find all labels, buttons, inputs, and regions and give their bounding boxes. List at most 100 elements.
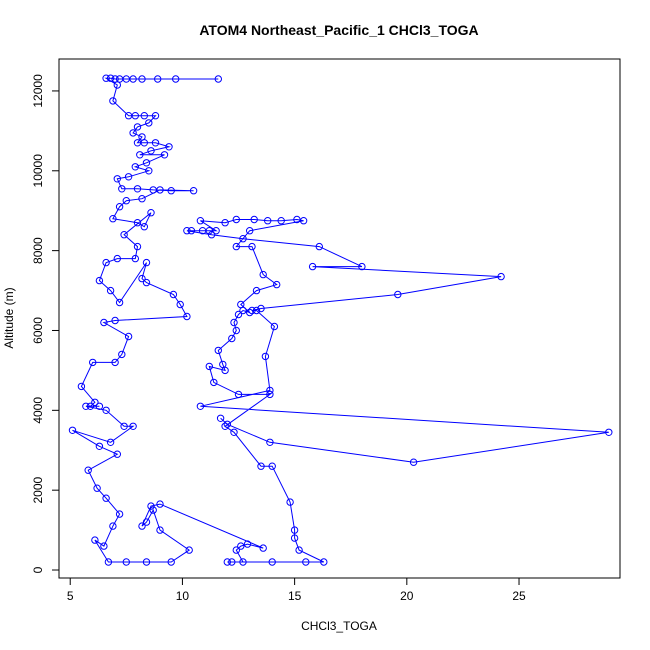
data-point — [214, 346, 223, 355]
data-point — [290, 526, 299, 534]
data-point — [113, 450, 122, 458]
data-point — [147, 502, 155, 510]
data-point — [358, 262, 366, 271]
data-point — [104, 558, 113, 566]
data-point — [133, 242, 142, 251]
data-point — [100, 318, 108, 327]
data-point — [246, 227, 254, 235]
data-point — [189, 187, 198, 195]
data-point — [120, 231, 128, 239]
data-point — [320, 558, 328, 566]
data-point — [102, 494, 110, 502]
data-point — [91, 536, 99, 544]
data-point — [102, 406, 110, 414]
data-point — [167, 558, 175, 566]
data-point — [210, 378, 218, 387]
data-point — [138, 75, 146, 83]
data-point — [151, 112, 160, 120]
data-point — [239, 235, 247, 243]
data-point — [257, 304, 265, 313]
data-point — [115, 510, 124, 518]
data-point — [232, 215, 241, 224]
x-tick-label: 15 — [288, 589, 302, 603]
data-point — [160, 151, 169, 159]
data-point — [89, 358, 97, 367]
data-point — [115, 203, 124, 211]
x-tick-label: 25 — [512, 589, 526, 603]
data-point — [109, 522, 117, 530]
data-point — [142, 558, 151, 566]
data-point — [185, 546, 193, 554]
x-axis-label: CHCl3_TOGA — [301, 619, 377, 633]
data-point — [223, 558, 232, 566]
data-point — [268, 558, 276, 566]
data-point — [228, 558, 236, 566]
data-point — [308, 262, 317, 271]
data-point — [183, 227, 191, 235]
data-point — [230, 428, 238, 436]
data-point — [409, 458, 418, 466]
data-point — [102, 258, 110, 267]
data-point — [176, 300, 184, 309]
data-point — [124, 332, 133, 341]
data-point — [187, 227, 196, 235]
data-point — [167, 187, 175, 195]
data-point — [266, 386, 274, 395]
data-point — [111, 358, 119, 367]
data-point — [259, 270, 267, 279]
series-group — [68, 74, 613, 566]
data-point — [138, 274, 146, 283]
y-axis-label: Altitude (m) — [2, 287, 16, 348]
data-point — [100, 542, 108, 550]
data-point — [248, 242, 256, 251]
data-point — [142, 159, 151, 167]
data-point — [302, 558, 310, 566]
data-point — [273, 280, 281, 289]
data-point — [237, 300, 245, 309]
data-point — [129, 129, 137, 137]
data-point — [131, 163, 140, 171]
data-point — [113, 175, 122, 183]
data-point — [156, 186, 164, 194]
data-point — [151, 139, 160, 147]
data-point — [183, 312, 191, 321]
data-point — [102, 74, 110, 82]
x-tick-label: 5 — [67, 589, 74, 603]
data-point — [266, 390, 274, 399]
data-point — [106, 74, 115, 82]
data-point — [149, 506, 157, 514]
y-tick-label: 2000 — [31, 476, 45, 503]
data-point — [142, 278, 151, 287]
data-point — [239, 558, 247, 566]
data-point — [118, 350, 126, 359]
x-axis: 5 10 15 20 25 — [67, 577, 526, 603]
series-line — [72, 77, 609, 563]
data-point — [124, 173, 133, 181]
data-point — [106, 438, 115, 446]
data-point — [111, 316, 119, 325]
data-point — [205, 362, 214, 371]
data-point — [129, 422, 137, 430]
data-point — [68, 426, 77, 434]
data-point — [250, 215, 258, 224]
data-point — [605, 428, 613, 436]
data-point — [315, 242, 323, 251]
data-point — [145, 119, 153, 127]
data-point — [165, 143, 173, 151]
data-point — [196, 402, 205, 410]
data-point — [122, 197, 131, 205]
data-point — [156, 526, 164, 534]
data-point — [91, 398, 99, 406]
data-point — [113, 254, 122, 263]
data-point — [131, 254, 140, 263]
data-point — [266, 438, 274, 446]
data-point — [268, 462, 276, 470]
y-tick-label: 4000 — [31, 397, 45, 424]
y-tick-label: 0 — [31, 566, 45, 573]
data-point — [133, 185, 142, 193]
data-point — [140, 112, 149, 120]
y-tick-label: 8000 — [31, 237, 45, 264]
data-point — [277, 217, 285, 225]
data-point — [95, 402, 104, 410]
data-point — [207, 231, 216, 239]
